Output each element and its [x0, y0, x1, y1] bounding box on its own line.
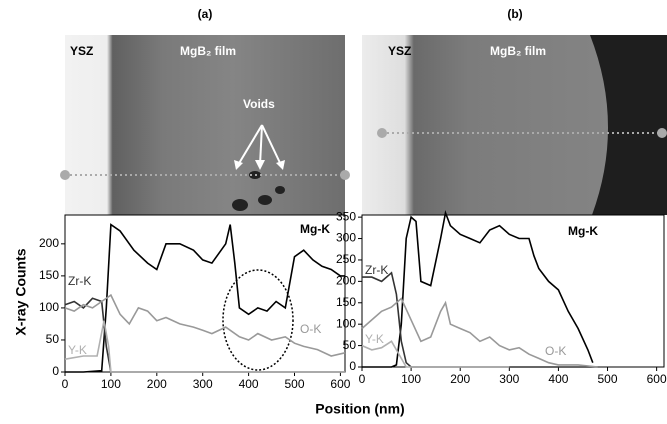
y-tick-label: 50	[343, 338, 357, 352]
series-line	[361, 297, 598, 368]
micrograph-a	[65, 35, 345, 215]
series-label: Mg-K	[300, 222, 330, 236]
y-tick-label: 0	[349, 359, 356, 373]
annotation: MgB₂ film	[180, 44, 236, 58]
y-tick-label: 200	[336, 274, 356, 288]
y-tick-label: 250	[336, 252, 356, 266]
void-spots	[232, 171, 285, 211]
x-tick-label: 400	[548, 372, 568, 386]
series-label: Y-K	[68, 343, 87, 357]
y-tick-label: 150	[39, 268, 59, 282]
y-tick-label: 50	[46, 332, 60, 346]
x-tick-label: 600	[647, 372, 667, 386]
plot-frame	[361, 214, 665, 368]
series-line	[362, 209, 594, 368]
panel-title: (b)	[507, 7, 522, 21]
y-tick-label: 150	[336, 295, 356, 309]
series-label: O-K	[545, 344, 566, 358]
series-label: Mg-K	[568, 224, 598, 238]
x-tick-label: 0	[62, 377, 69, 391]
series-line	[64, 293, 346, 357]
y-tick-label: 200	[39, 236, 59, 250]
void-ellipse	[222, 269, 294, 371]
annotation: YSZ	[70, 44, 93, 58]
x-axis-label: Position (nm)	[315, 401, 404, 417]
y-axis-label: X-ray Counts	[13, 248, 29, 335]
arrow-heads	[234, 160, 285, 170]
x-tick-label: 100	[101, 377, 121, 391]
scan-lines	[65, 132, 662, 176]
scan-ends	[60, 128, 667, 180]
x-tick-label: 300	[499, 372, 519, 386]
panel-title: (a)	[198, 7, 213, 21]
series-label: Y-K	[365, 332, 384, 346]
annotation: YSZ	[388, 44, 411, 58]
series-line	[65, 223, 345, 373]
series-label: O-K	[300, 322, 321, 336]
x-tick-label: 100	[401, 372, 421, 386]
x-tick-label: 500	[598, 372, 618, 386]
x-tick-label: 200	[450, 372, 470, 386]
y-tick-label: 300	[336, 231, 356, 245]
x-tick-label: 400	[239, 377, 259, 391]
series-label: Zr-K	[68, 274, 91, 288]
series-line	[361, 340, 510, 368]
y-tick-label: 0	[52, 364, 59, 378]
y-tick-label: 350	[336, 209, 356, 223]
annotation: MgB₂ film	[490, 44, 546, 58]
series-line	[64, 320, 345, 373]
y-tick-label: 100	[336, 316, 356, 330]
x-tick-label: 600	[330, 377, 350, 391]
x-tick-label: 0	[359, 372, 366, 386]
x-tick-label: 200	[147, 377, 167, 391]
series-label: Zr-K	[365, 263, 388, 277]
void-arrows	[237, 124, 282, 166]
x-tick-label: 300	[193, 377, 213, 391]
annotation: Voids	[243, 97, 275, 111]
x-tick-label: 500	[284, 377, 304, 391]
dark-region	[590, 35, 667, 215]
y-tick-label: 100	[39, 300, 59, 314]
